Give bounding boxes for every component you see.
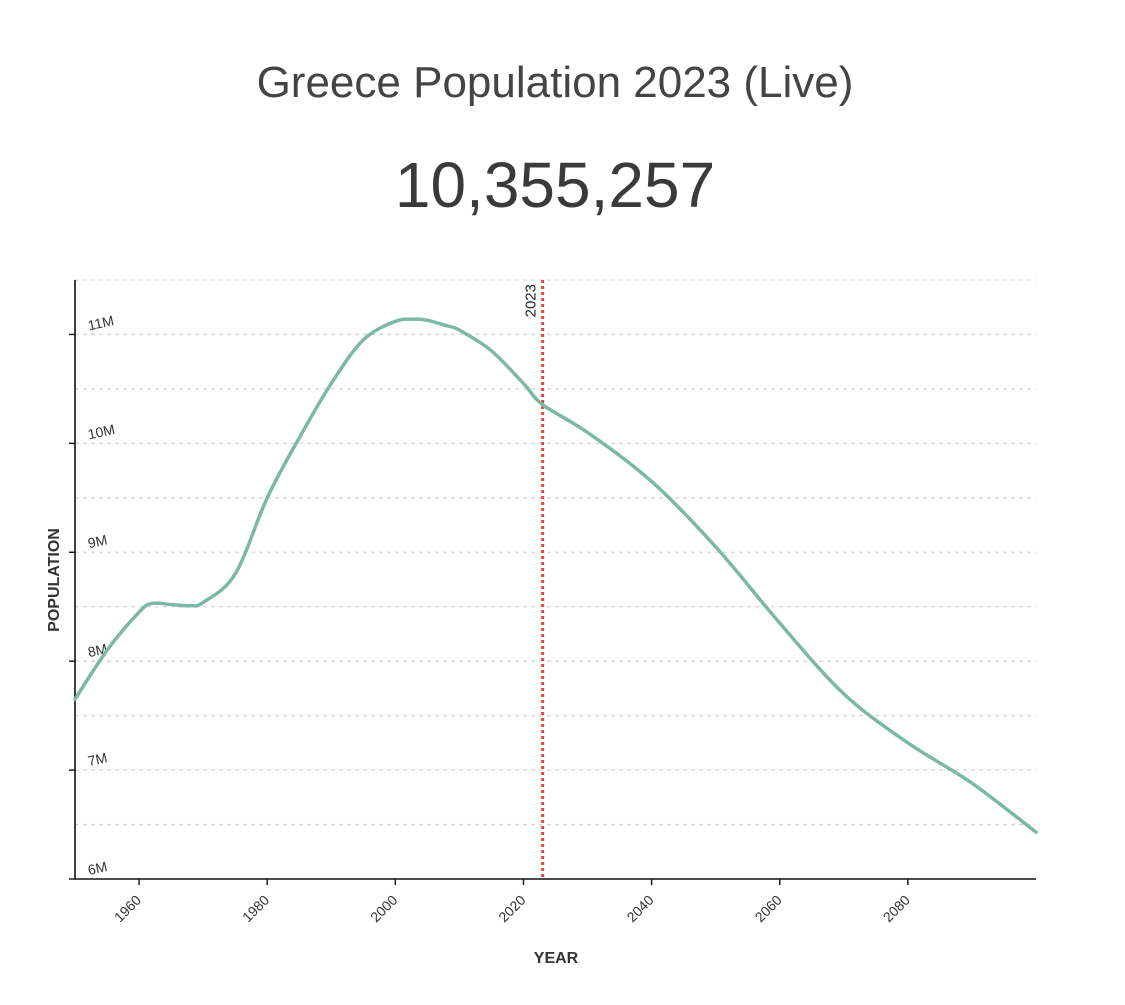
x-tick-label: 1960 [111,892,144,925]
x-tick-label: 2040 [623,892,656,925]
x-tick-label: 2060 [752,892,785,925]
axes [74,280,1036,880]
y-tick-label: 9M [86,532,108,552]
grid-lines [75,279,1036,826]
y-tick-label: 7M [86,749,108,769]
x-tick-label: 2000 [367,892,400,925]
x-tick-labels: 1960 1980 2000 2020 2040 2060 2080 [111,879,913,925]
y-axis-label: POPULATION [46,528,63,632]
current-year-label: 2023 [523,284,540,317]
y-tick-label: 6M [86,858,108,878]
current-year-marker: 2023 [523,280,545,879]
x-tick-label: 2080 [880,892,913,925]
live-population-count: 10,355,257 [394,149,716,221]
chart-title: Greece Population 2023 (Live) [256,58,854,107]
y-tick-label: 10M [86,421,116,442]
x-tick-label: 1980 [239,892,272,925]
y-tick-label: 11M [86,312,115,333]
population-series-line [73,317,1038,834]
x-tick-label: 2020 [495,892,528,925]
x-axis-label: YEAR [534,950,579,967]
series-layer [73,317,1038,834]
